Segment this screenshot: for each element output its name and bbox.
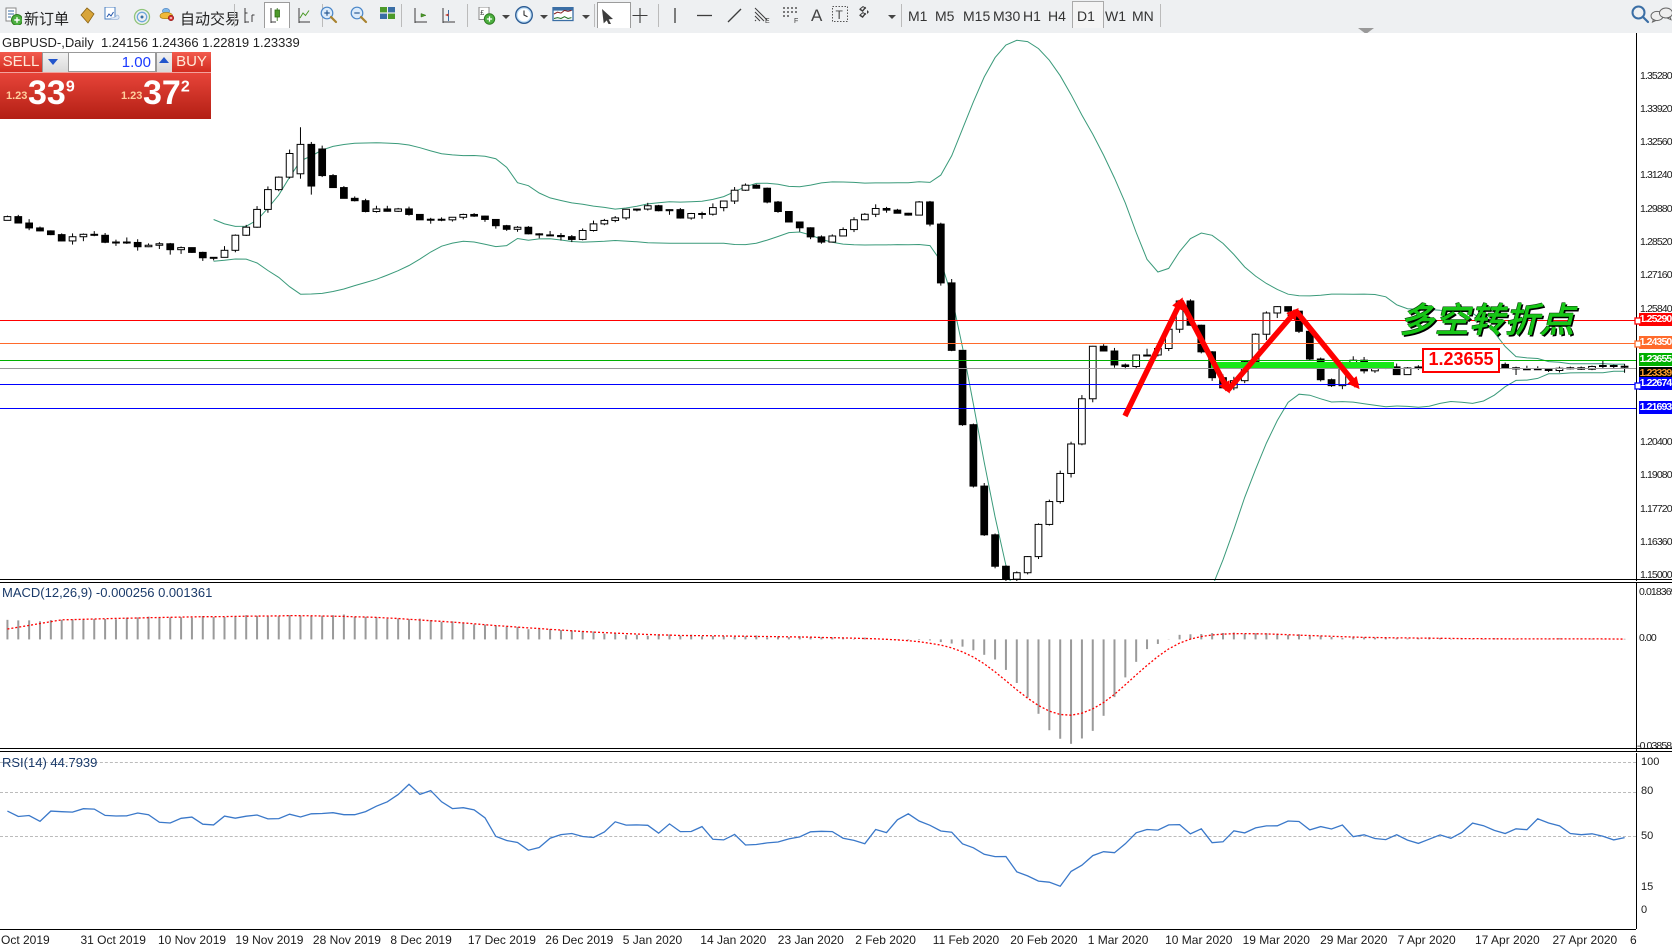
svg-text:F: F (794, 18, 798, 25)
svg-text:E: E (765, 18, 770, 24)
svg-text:T: T (836, 8, 844, 22)
svg-text:£: £ (480, 10, 484, 17)
